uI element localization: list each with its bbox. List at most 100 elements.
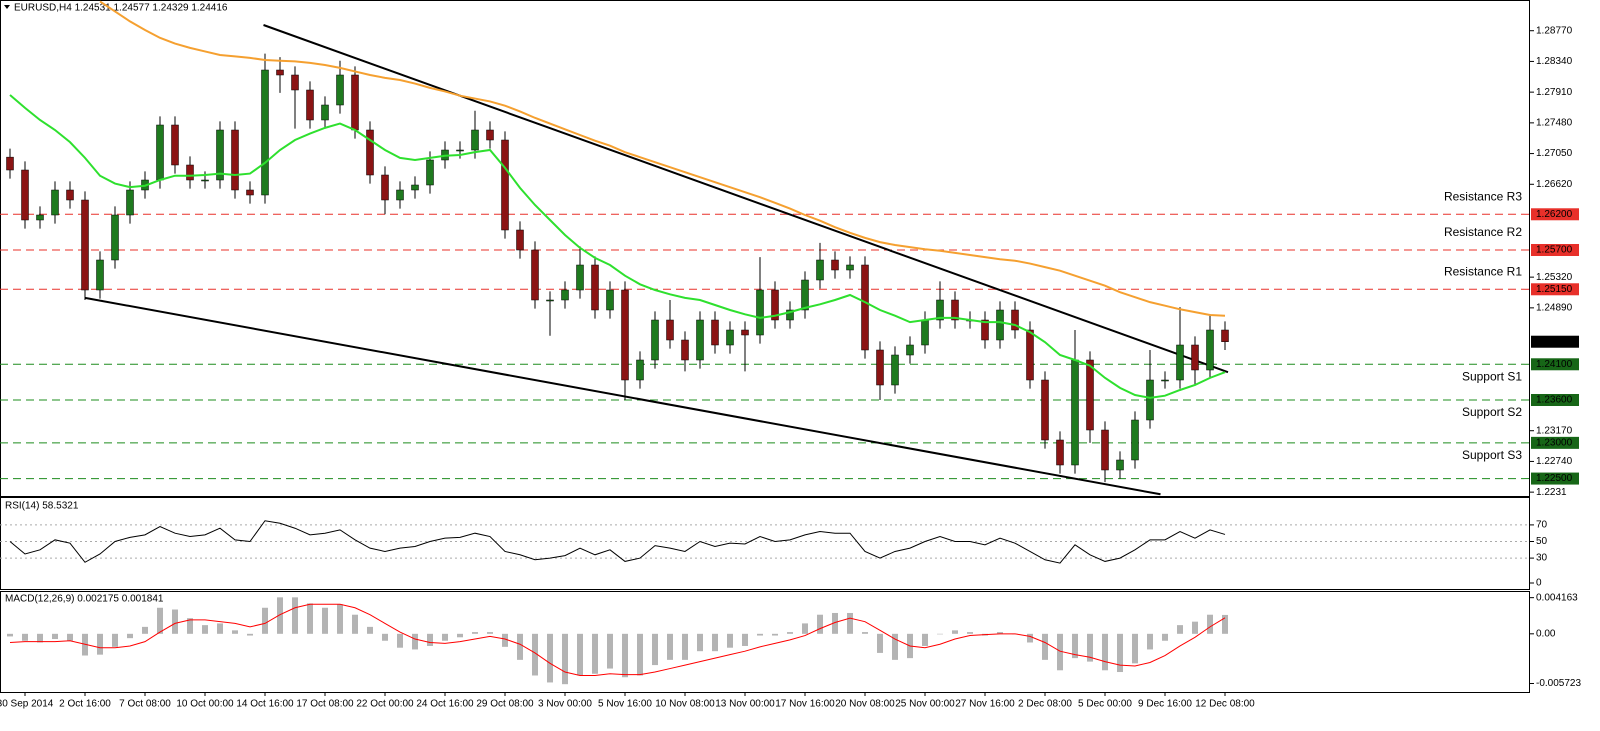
candle-body [726,329,734,346]
candle-body [96,259,104,291]
macd-bar [457,633,463,638]
macd-bar [1027,633,1033,643]
x-tick-label: 25 Nov 00:00 [895,699,955,710]
macd-bar [1192,621,1198,634]
candle-body [156,124,164,181]
candle-body [1101,429,1109,471]
candle-body [231,129,239,191]
x-tick-label: 14 Oct 16:00 [236,699,294,710]
candle-body [381,174,389,201]
macd-bar [532,633,538,676]
candle-body [1086,359,1094,431]
candle-body [246,189,254,196]
candle-body [561,289,569,301]
macd-bar [997,632,1003,634]
level-price-box [1531,472,1579,485]
x-tick-label: 13 Nov 00:00 [715,699,775,710]
candle-body [936,299,944,321]
candle-body [171,124,179,166]
macd-bar [37,633,43,643]
level-text: Resistance R2 [1444,225,1522,239]
macd-bar [1177,625,1183,634]
level-price-box [1531,358,1579,371]
y-tick-label: 1.28770 [1536,25,1573,36]
signal-line [9,603,1226,676]
macd-bar [817,614,823,634]
macd-bar [202,625,208,634]
candle-body [501,139,509,231]
candle-body [36,214,44,221]
macd-bar [247,633,253,636]
candle-body [201,179,209,182]
macd-bar [712,633,718,652]
candle-body [1221,329,1229,342]
level-price-label: 1.25150 [1536,284,1573,295]
candle-body [846,264,854,271]
macd-bar [262,607,268,634]
x-tick-label: 17 Nov 16:00 [775,699,835,710]
candle-body [1206,329,1214,371]
macd-bar [142,626,148,634]
x-tick-label: 22 Oct 00:00 [356,699,414,710]
x-tick-label: 20 Nov 08:00 [835,699,895,710]
x-tick-label: 12 Dec 08:00 [1195,699,1255,710]
x-tick-label: 2 Oct 16:00 [59,699,111,710]
candle-body [756,289,764,336]
trend-line [263,24,1229,374]
level-text: Support S2 [1462,405,1522,419]
level-text: Support S3 [1462,448,1522,462]
price-title: EURUSD,H4 1.24531 1.24577 1.24329 1.2441… [14,3,228,14]
candle-body [576,264,584,291]
macd-bar [1222,614,1228,634]
candle-body [1176,344,1184,381]
candle-body [681,339,689,361]
level-price-label: 1.25700 [1536,245,1573,256]
level-price-box [1531,283,1579,296]
x-tick-label: 3 Nov 00:00 [538,699,592,710]
macd-bar [427,633,433,646]
macd-bar [442,633,448,641]
candle-body [831,259,839,271]
x-tick-label: 7 Oct 08:00 [119,699,171,710]
candle-body [366,129,374,176]
macd-bar [1132,633,1138,664]
macd-bar [1162,633,1168,641]
macd-bar [1102,633,1108,671]
candle-body [801,279,809,311]
candle-body [1191,344,1199,371]
candle-body [816,259,824,281]
candle-body [906,344,914,356]
rsi-title: RSI(14) 58.5321 [5,501,79,512]
macd-bar [967,632,973,634]
macd-bar [667,633,673,660]
macd-bar [1207,614,1213,634]
macd-bar [1147,633,1153,650]
x-tick-label: 27 Nov 16:00 [955,699,1015,710]
y-tick-label: 0.004163 [1536,592,1578,603]
macd-bar [697,633,703,652]
y-tick-label: 1.27050 [1536,148,1573,159]
macd-bar [277,597,283,634]
y-tick-label: 0.00 [1536,628,1556,639]
y-tick-label: 1.25320 [1536,272,1573,283]
y-tick-label: 50 [1536,536,1548,547]
candle-body [591,264,599,311]
candle-body [741,329,749,336]
candle-body [111,214,119,261]
macd-bar [7,633,13,637]
candle-body [66,189,74,201]
candle-body [261,69,269,196]
macd-bar [472,632,478,634]
menu-arrow[interactable] [4,5,10,9]
macd-bar [412,633,418,650]
candle-body [1056,439,1064,466]
price-panel [0,0,1530,497]
macd-bar [652,633,658,666]
macd-bar [832,612,838,634]
level-text: Support S1 [1462,369,1522,383]
macd-bar [922,633,928,646]
candle-body [51,189,59,216]
candle-body [1161,379,1169,382]
macd-bar [1072,633,1078,659]
macd-bar [727,633,733,648]
